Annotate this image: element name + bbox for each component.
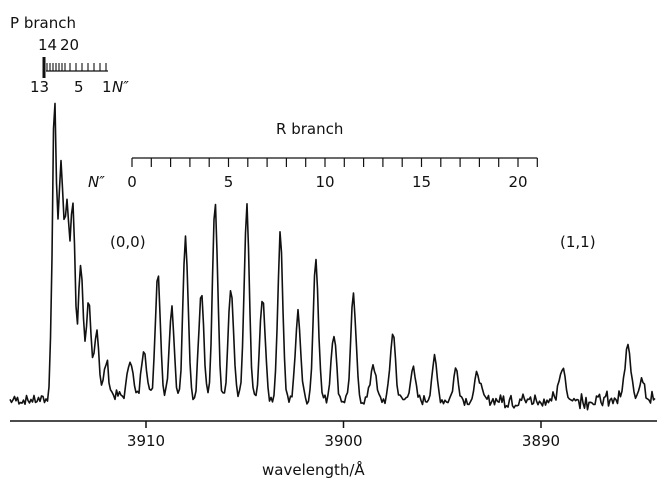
- r-branch-scale: R branch N″: [88, 120, 538, 191]
- p-top-number-14: 14: [38, 36, 57, 54]
- p-bottom-number-13: 13: [30, 78, 49, 96]
- r-branch-numbers: 0 5 10 15 20: [127, 173, 527, 191]
- p-n-label: N″: [112, 78, 129, 96]
- band-11-label: (1,1): [560, 233, 596, 251]
- x-tick-label-3900: 3900: [324, 432, 362, 450]
- p-top-number-20: 20: [60, 36, 79, 54]
- p-bottom-number-5: 5: [74, 78, 84, 96]
- r-number-5: 5: [224, 173, 234, 191]
- x-tick-label-3910: 3910: [127, 432, 165, 450]
- r-branch-title: R branch: [276, 120, 343, 138]
- p-branch-scale: P branch 14 20 13 5 1 N″: [10, 14, 129, 96]
- p-bottom-number-1: 1: [102, 78, 112, 96]
- r-number-20: 20: [508, 173, 527, 191]
- x-axis-ticks: 3910 3900 3890: [127, 421, 560, 450]
- r-number-0: 0: [127, 173, 137, 191]
- r-number-10: 10: [315, 173, 334, 191]
- r-number-15: 15: [412, 173, 431, 191]
- x-tick-label-3890: 3890: [522, 432, 560, 450]
- r-n-label: N″: [88, 173, 105, 191]
- x-axis-label: wavelength/Å: [262, 460, 365, 479]
- band-00-label: (0,0): [110, 233, 146, 251]
- spectrum-trace: [9, 102, 656, 411]
- p-branch-title: P branch: [10, 14, 76, 32]
